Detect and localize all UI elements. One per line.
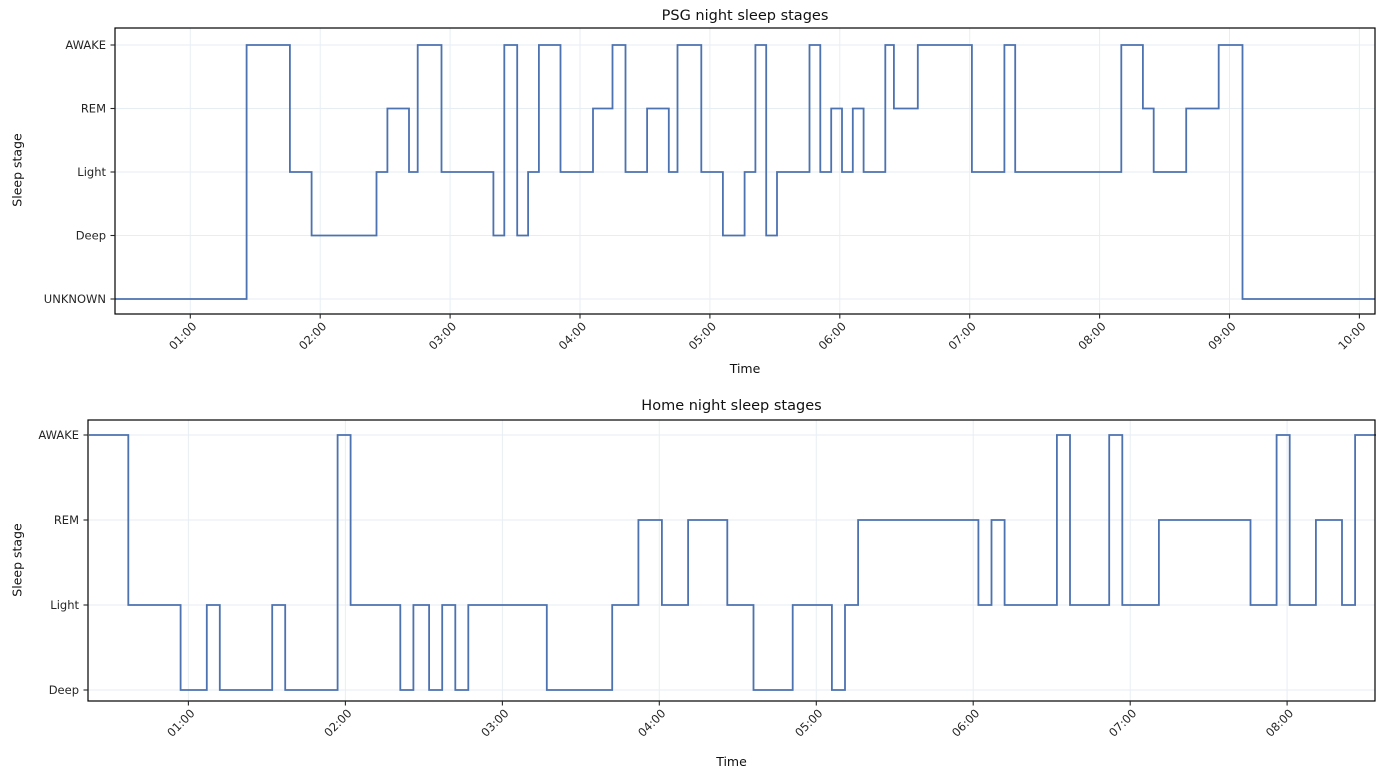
psg-plot-area: 01:00 02:00 03:00 04:00 05:00 06:00 07:00 08:00… bbox=[44, 27, 1376, 353]
y-tick-label: Light bbox=[77, 165, 106, 179]
x-tick-label: 08:00 bbox=[1075, 319, 1108, 352]
hypnogram-step-line bbox=[114, 44, 1375, 300]
psg-hypnogram-chart: 01:00 02:00 03:00 04:00 05:00 06:00 07:00 08:00… bbox=[9, 8, 1376, 376]
home-plot-area: 01:00 02:00 03:00 04:00 05:00 06:00 07:00 08:00… bbox=[38, 419, 1376, 740]
y-tick-label: AWAKE bbox=[65, 38, 106, 52]
x-tick-label: 04:00 bbox=[556, 319, 589, 352]
y-tick-label: Deep bbox=[76, 229, 106, 243]
x-tick-label: 06:00 bbox=[949, 706, 982, 739]
y-axis-label: Sleep stage bbox=[9, 133, 25, 207]
y-tick-label: REM bbox=[54, 513, 79, 527]
x-tick-label: 02:00 bbox=[296, 319, 329, 352]
x-tick-label: 04:00 bbox=[635, 706, 668, 739]
x-tick-label: 05:00 bbox=[686, 319, 719, 352]
y-tick-label: UNKNOWN bbox=[44, 292, 106, 306]
plot-frame bbox=[87, 419, 1376, 702]
x-axis-label: Time bbox=[716, 754, 747, 769]
x-tick-label: 03:00 bbox=[478, 706, 511, 739]
y-tick-label: REM bbox=[81, 102, 106, 116]
x-tick-label: 10:00 bbox=[1335, 319, 1368, 352]
x-axis-label: Time bbox=[729, 361, 761, 376]
x-tick-label: 08:00 bbox=[1263, 706, 1296, 739]
chart-title: PSG night sleep stages bbox=[661, 8, 829, 24]
chart-title: Home night sleep stages bbox=[641, 398, 822, 414]
x-tick-label: 01:00 bbox=[164, 706, 197, 739]
x-tick-label: 07:00 bbox=[945, 319, 978, 352]
plot-frame bbox=[114, 27, 1376, 315]
hypnogram-step-line bbox=[89, 434, 1376, 691]
x-tick-label: 06:00 bbox=[816, 319, 849, 352]
x-tick-label: 09:00 bbox=[1205, 319, 1238, 352]
x-tick-label: 07:00 bbox=[1106, 706, 1139, 739]
x-tick-label: 01:00 bbox=[166, 319, 199, 352]
y-tick-label: AWAKE bbox=[38, 428, 79, 442]
y-tick-label: Light bbox=[50, 598, 79, 612]
x-tick-label: 02:00 bbox=[321, 706, 354, 739]
x-tick-label: 05:00 bbox=[792, 706, 825, 739]
y-tick-label: Deep bbox=[49, 683, 79, 697]
home-hypnogram-chart: 01:00 02:00 03:00 04:00 05:00 06:00 07:00 08:00… bbox=[0, 390, 1389, 780]
x-tick-label: 03:00 bbox=[426, 319, 459, 352]
y-axis-label: Sleep stage bbox=[9, 523, 25, 597]
